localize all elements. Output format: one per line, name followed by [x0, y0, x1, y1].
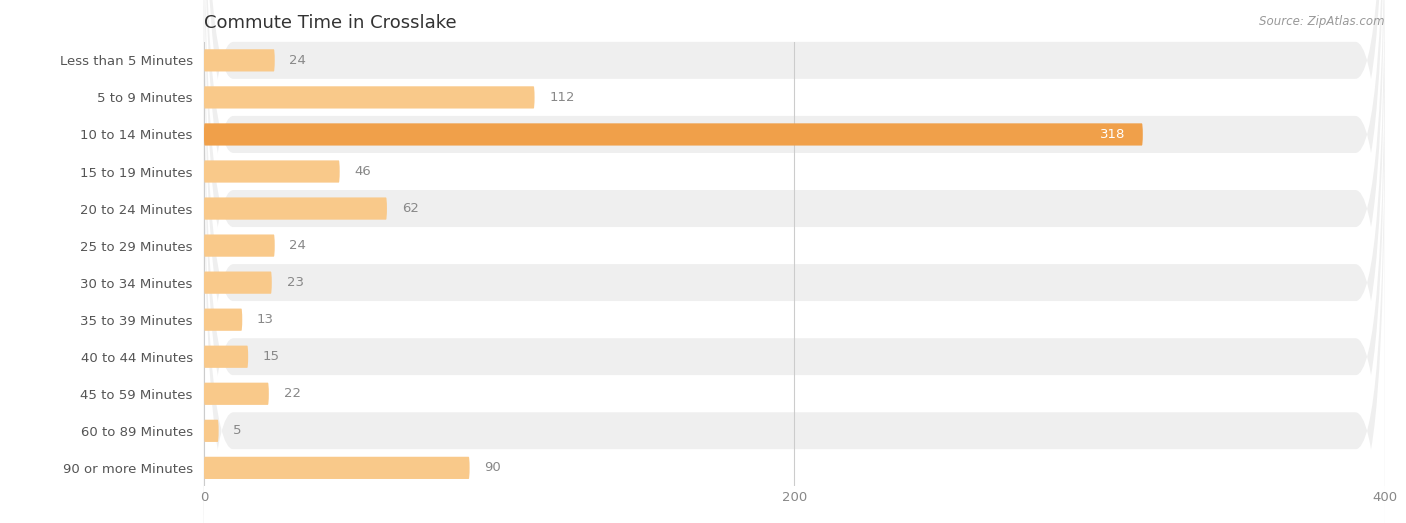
FancyBboxPatch shape — [204, 0, 1385, 412]
Text: 62: 62 — [402, 202, 419, 215]
FancyBboxPatch shape — [204, 198, 387, 220]
FancyBboxPatch shape — [204, 271, 271, 294]
FancyBboxPatch shape — [204, 420, 219, 442]
Text: 5: 5 — [233, 424, 242, 437]
FancyBboxPatch shape — [204, 86, 534, 109]
FancyBboxPatch shape — [204, 309, 242, 331]
Text: 318: 318 — [1099, 128, 1125, 141]
Text: 22: 22 — [284, 387, 301, 400]
FancyBboxPatch shape — [204, 457, 470, 479]
Text: 46: 46 — [354, 165, 371, 178]
Text: 23: 23 — [287, 276, 304, 289]
FancyBboxPatch shape — [204, 42, 1385, 523]
Text: 24: 24 — [290, 239, 307, 252]
FancyBboxPatch shape — [204, 123, 1143, 145]
FancyBboxPatch shape — [204, 116, 1385, 523]
FancyBboxPatch shape — [204, 79, 1385, 523]
FancyBboxPatch shape — [204, 383, 269, 405]
FancyBboxPatch shape — [204, 49, 274, 72]
FancyBboxPatch shape — [204, 0, 1385, 523]
Text: 90: 90 — [484, 461, 501, 474]
Text: Commute Time in Crosslake: Commute Time in Crosslake — [204, 14, 457, 32]
Text: 15: 15 — [263, 350, 280, 363]
Text: 24: 24 — [290, 54, 307, 67]
Text: 13: 13 — [257, 313, 274, 326]
Text: Source: ZipAtlas.com: Source: ZipAtlas.com — [1260, 15, 1385, 28]
FancyBboxPatch shape — [204, 0, 1385, 523]
FancyBboxPatch shape — [204, 0, 1385, 523]
Text: 112: 112 — [550, 91, 575, 104]
FancyBboxPatch shape — [204, 0, 1385, 523]
FancyBboxPatch shape — [204, 0, 1385, 523]
FancyBboxPatch shape — [204, 234, 274, 257]
FancyBboxPatch shape — [204, 0, 1385, 449]
FancyBboxPatch shape — [204, 346, 247, 368]
FancyBboxPatch shape — [204, 5, 1385, 523]
FancyBboxPatch shape — [204, 161, 340, 183]
FancyBboxPatch shape — [204, 0, 1385, 486]
